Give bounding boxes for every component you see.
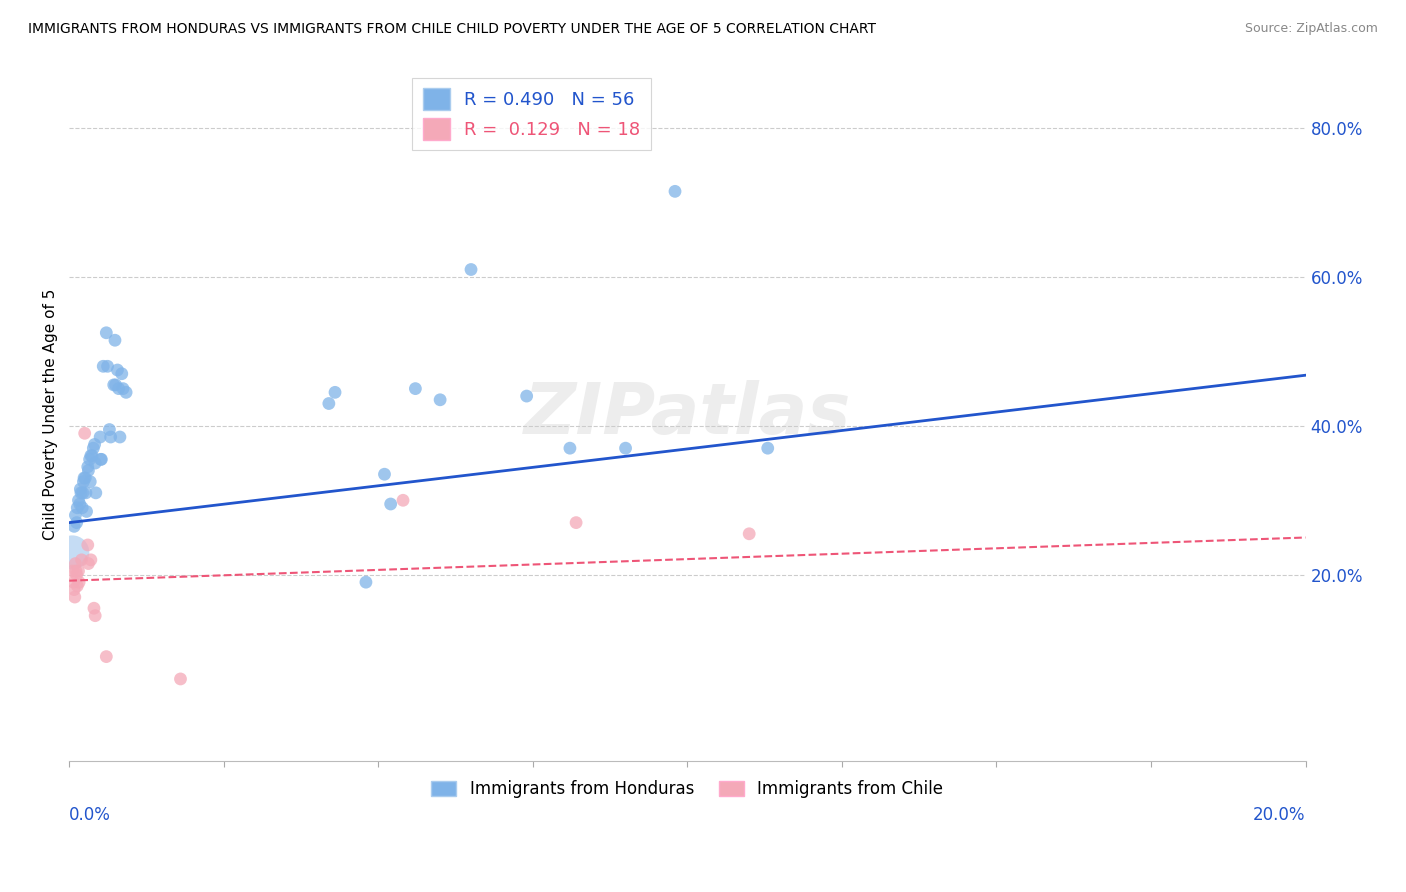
Point bbox=[73, 471, 96, 485]
Point bbox=[63, 519, 86, 533]
Point bbox=[169, 672, 191, 686]
Point bbox=[89, 430, 111, 444]
Point bbox=[108, 430, 131, 444]
Point bbox=[380, 497, 402, 511]
Point bbox=[104, 333, 127, 347]
Point bbox=[66, 567, 89, 582]
Point bbox=[96, 649, 118, 664]
Point bbox=[77, 463, 100, 477]
Point bbox=[565, 516, 588, 530]
Point bbox=[104, 378, 127, 392]
Point bbox=[83, 437, 105, 451]
Point bbox=[66, 500, 89, 515]
Point bbox=[354, 575, 377, 590]
Point bbox=[66, 516, 89, 530]
Text: ZIPatlas: ZIPatlas bbox=[523, 380, 851, 450]
Point bbox=[96, 326, 118, 340]
Point bbox=[373, 467, 395, 482]
Point bbox=[76, 504, 98, 518]
Point bbox=[67, 493, 90, 508]
Point bbox=[90, 452, 112, 467]
Point bbox=[76, 459, 98, 474]
Point bbox=[460, 262, 482, 277]
Point bbox=[83, 601, 105, 615]
Text: 0.0%: 0.0% bbox=[69, 805, 111, 824]
Point bbox=[392, 493, 415, 508]
Point bbox=[111, 367, 134, 381]
Text: IMMIGRANTS FROM HONDURAS VS IMMIGRANTS FROM CHILE CHILD POVERTY UNDER THE AGE OF: IMMIGRANTS FROM HONDURAS VS IMMIGRANTS F… bbox=[28, 22, 876, 37]
Point bbox=[69, 482, 91, 496]
Point bbox=[82, 441, 104, 455]
Point bbox=[107, 382, 129, 396]
Point bbox=[70, 486, 93, 500]
Point bbox=[66, 579, 89, 593]
Point bbox=[429, 392, 451, 407]
Point bbox=[77, 557, 100, 571]
Point bbox=[111, 382, 134, 396]
Point bbox=[69, 497, 91, 511]
Point bbox=[70, 553, 93, 567]
Point bbox=[664, 185, 686, 199]
Point bbox=[115, 385, 138, 400]
Point bbox=[96, 359, 118, 374]
Point bbox=[516, 389, 538, 403]
Point bbox=[67, 575, 90, 590]
Point bbox=[75, 486, 97, 500]
Point bbox=[90, 452, 112, 467]
Point bbox=[76, 538, 98, 552]
Point bbox=[70, 500, 93, 515]
Point bbox=[100, 430, 122, 444]
Point bbox=[80, 449, 103, 463]
Point bbox=[103, 378, 125, 392]
Point bbox=[318, 396, 340, 410]
Y-axis label: Child Poverty Under the Age of 5: Child Poverty Under the Age of 5 bbox=[44, 289, 58, 541]
Point bbox=[79, 475, 101, 489]
Point bbox=[82, 449, 104, 463]
Point bbox=[65, 564, 87, 578]
Point bbox=[67, 564, 90, 578]
Point bbox=[84, 608, 107, 623]
Point bbox=[65, 557, 87, 571]
Point bbox=[84, 456, 107, 470]
Point bbox=[63, 582, 86, 597]
Point bbox=[80, 553, 103, 567]
Text: 20.0%: 20.0% bbox=[1253, 805, 1306, 824]
Point bbox=[738, 526, 761, 541]
Point bbox=[79, 452, 101, 467]
Point bbox=[91, 359, 114, 374]
Point bbox=[107, 363, 129, 377]
Point bbox=[63, 590, 86, 604]
Point bbox=[62, 575, 84, 590]
Point bbox=[65, 508, 87, 523]
Point bbox=[404, 382, 426, 396]
Point bbox=[756, 441, 779, 455]
Point bbox=[84, 486, 107, 500]
Point bbox=[72, 475, 94, 489]
Point bbox=[60, 564, 83, 578]
Point bbox=[614, 441, 637, 455]
Text: Source: ZipAtlas.com: Source: ZipAtlas.com bbox=[1244, 22, 1378, 36]
Point bbox=[60, 545, 83, 559]
Point bbox=[72, 486, 94, 500]
Legend: Immigrants from Honduras, Immigrants from Chile: Immigrants from Honduras, Immigrants fro… bbox=[425, 773, 950, 805]
Point bbox=[75, 471, 97, 485]
Point bbox=[98, 423, 121, 437]
Point bbox=[73, 426, 96, 441]
Point bbox=[558, 441, 581, 455]
Point bbox=[323, 385, 346, 400]
